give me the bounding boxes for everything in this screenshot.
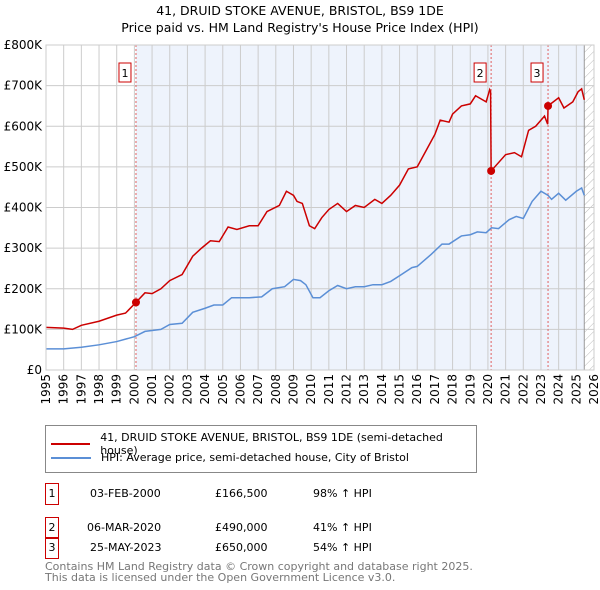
- sale-row: 1 03-FEB-2000 £166,500 98% ↑ HPI: [45, 483, 545, 505]
- sale-label-box: [473, 62, 487, 83]
- y-tick-label: £800K: [4, 38, 44, 52]
- y-tick-label: £500K: [4, 160, 44, 174]
- x-tick-label: 2012: [340, 374, 354, 405]
- plot-border: [45, 44, 595, 371]
- x-tick-label: 2007: [251, 374, 265, 405]
- x-tick-label: 1995: [39, 374, 53, 405]
- x-tick-label: 2003: [180, 374, 194, 405]
- sale-price: £650,000: [215, 541, 268, 554]
- y-tick-label: £300K: [4, 241, 44, 255]
- sale-label: 3: [534, 67, 541, 80]
- x-tick-label: 2017: [428, 374, 442, 405]
- property-price-line: [45, 87, 586, 331]
- footer-line2: This data is licensed under the Open Gov…: [45, 571, 396, 584]
- sale-price: £490,000: [215, 521, 268, 534]
- sale-hpi: 98% ↑ HPI: [313, 487, 372, 500]
- y-tick-label: £0: [27, 363, 42, 377]
- x-tick-label: 2015: [393, 374, 407, 405]
- x-tick-label: 2008: [269, 374, 283, 405]
- sale-row: 2 06-MAR-2020 £490,000 41% ↑ HPI: [45, 517, 545, 539]
- x-tick-label: 2024: [552, 374, 566, 405]
- sale-date: 25-MAY-2023: [90, 541, 162, 554]
- x-tick-label: 2023: [534, 374, 548, 405]
- sale-marker: 2: [45, 517, 59, 539]
- x-tick-label: 2001: [145, 374, 159, 405]
- y-tick-label: £100K: [4, 322, 44, 336]
- chart-subtitle: Price paid vs. HM Land Registry's House …: [121, 20, 479, 35]
- legend: 41, DRUID STOKE AVENUE, BRISTOL, BS9 1DE…: [45, 425, 477, 473]
- x-tick-label: 1998: [92, 374, 106, 405]
- y-tick-label: £700K: [4, 79, 44, 93]
- x-tick-label: 2006: [233, 374, 247, 405]
- x-tick-label: 1996: [57, 374, 71, 405]
- sale-row: 3 25-MAY-2023 £650,000 54% ↑ HPI: [45, 537, 545, 573]
- footer-line1: Contains HM Land Registry data © Crown c…: [45, 560, 473, 573]
- legend-hpi: HPI: Average price, semi-detached house,…: [101, 451, 409, 464]
- x-tick-label: 2014: [375, 374, 389, 405]
- y-tick-label: £600K: [4, 119, 44, 133]
- legend-property: 41, DRUID STOKE AVENUE, BRISTOL, BS9 1DE…: [100, 431, 443, 457]
- sale-point: [487, 166, 496, 175]
- x-tick-label: 2002: [163, 374, 177, 405]
- x-tick-label: 1999: [110, 374, 124, 405]
- sale-label-box: [530, 62, 544, 83]
- x-tick-label: 2018: [446, 374, 460, 405]
- sale-marker: 1: [45, 483, 59, 505]
- x-tick-label: 2026: [587, 374, 600, 405]
- sale-hpi: 41% ↑ HPI: [313, 521, 372, 534]
- x-tick-label: 2019: [463, 374, 477, 405]
- chart-title: 41, DRUID STOKE AVENUE, BRISTOL, BS9 1DE: [156, 3, 444, 18]
- sale-marker: 3: [45, 537, 59, 559]
- sale-point: [131, 298, 140, 307]
- price-chart: 1995 1996 1997 1998 1999 2000 2001 2002 2003 2004…: [4, 38, 600, 405]
- sale-label: 1: [121, 67, 128, 80]
- sale-label: 2: [477, 67, 484, 80]
- sale-hpi: 54% ↑ HPI: [313, 541, 372, 554]
- x-tick-label: 2000: [127, 374, 141, 405]
- y-tick-label: £400K: [4, 201, 44, 215]
- sale-point: [544, 101, 553, 110]
- x-tick-label: 2013: [357, 374, 371, 405]
- x-tick-label: 2021: [499, 374, 513, 405]
- x-tick-label: 2004: [198, 374, 212, 405]
- x-tick-label: 2016: [410, 374, 424, 405]
- x-tick-label: 2005: [216, 374, 230, 405]
- legend-red-swatch: [51, 443, 91, 445]
- sale-date: 06-MAR-2020: [87, 521, 162, 534]
- y-tick-label: £200K: [4, 282, 44, 296]
- sale-date: 03-FEB-2000: [90, 487, 161, 500]
- x-tick-label: 2020: [481, 374, 495, 405]
- x-tick-label: 2010: [304, 374, 318, 405]
- legend-blue-swatch: [51, 456, 91, 459]
- sale-price: £166,500: [215, 487, 268, 500]
- sale-label-box: [118, 62, 132, 83]
- x-tick-label: 2022: [516, 374, 530, 405]
- x-tick-label: 1997: [74, 374, 88, 405]
- x-tick-label: 2011: [322, 374, 336, 405]
- x-tick-label: 2009: [286, 374, 300, 405]
- x-tick-label: 2025: [569, 374, 583, 405]
- footer: Contains HM Land Registry data © Crown c…: [45, 561, 473, 583]
- hpi-line: [46, 186, 585, 350]
